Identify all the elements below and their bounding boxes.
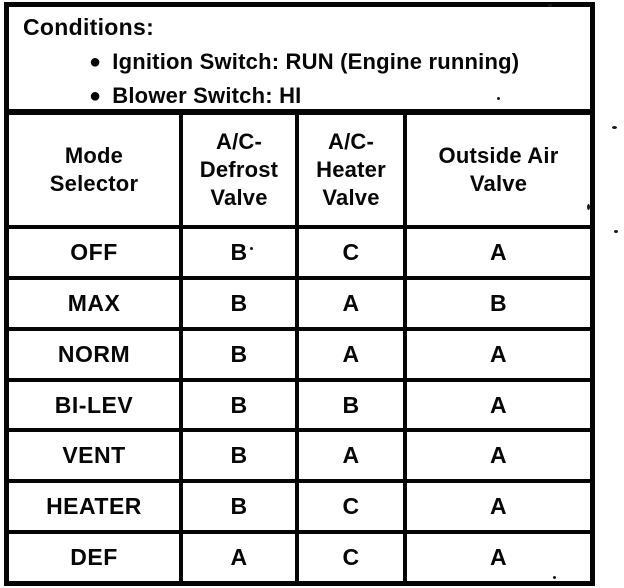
header-line: A/C-: [215, 129, 262, 154]
header-line: Valve: [210, 185, 268, 210]
header-line: Heater: [316, 157, 386, 182]
cell-mode: MAX: [67, 289, 121, 316]
conditions-box: Conditions: ● Ignition Switch: RUN (Engi…: [9, 7, 590, 115]
header-line: Valve: [469, 171, 528, 196]
cell-value: A: [295, 279, 403, 327]
conditions-list: ● Ignition Switch: RUN (Engine running) …: [23, 45, 580, 113]
header-line: Mode: [64, 143, 124, 168]
cell-mode: OFF: [70, 238, 118, 265]
cell-value: C: [295, 534, 403, 582]
cell-mode: HEATER: [46, 493, 142, 520]
header-cell-ac-defrost-valve: A/C- Defrost Valve: [179, 115, 295, 225]
table-row-heater: HEATER B C A: [9, 479, 590, 531]
condition-item-label: Ignition Switch: RUN (Engine running): [112, 49, 520, 74]
table-row-bi-lev: BI-LEV B B A: [9, 377, 590, 429]
header-cell-ac-heater-valve: A/C- Heater Valve: [295, 115, 403, 225]
header-line: A/C-: [327, 129, 374, 154]
cell-value: A: [403, 229, 590, 276]
table-row-def: DEF A C A: [9, 530, 590, 582]
cell-value: A: [403, 483, 590, 531]
header-line: Selector: [49, 171, 139, 196]
condition-item-blower: ● Blower Switch: HI: [89, 79, 580, 113]
cell-value: B: [179, 483, 295, 531]
condition-item-label: Blower Switch: HI: [112, 83, 302, 108]
cell-value: A: [295, 330, 403, 378]
cell-mode: VENT: [62, 442, 126, 469]
header-cell-mode-selector: Mode Selector: [9, 115, 179, 225]
scan-speck: [497, 97, 500, 100]
cell-value: A: [403, 381, 590, 429]
scan-speck: [548, 4, 552, 7]
cell-value: A: [403, 432, 590, 480]
cell-value: A: [179, 534, 295, 582]
cell-value: C: [295, 229, 403, 276]
scan-speck: [587, 204, 590, 210]
table-row-norm: NORM B A A: [9, 326, 590, 378]
cell-mode: BI-LEV: [54, 391, 134, 418]
scan-speck: [612, 126, 617, 129]
table-body: OFF B C A MAX B A B NORM B A A BI-LEV B …: [9, 229, 590, 582]
conditions-title: Conditions:: [23, 14, 155, 40]
cell-value: A: [295, 432, 403, 480]
cell-value: B: [295, 381, 403, 429]
cell-value: B: [179, 279, 295, 327]
scan-speck: [614, 230, 618, 233]
bullet-icon: ●: [89, 51, 102, 73]
cell-value: C: [295, 483, 403, 531]
scan-speck: [553, 576, 556, 579]
vacuum-valve-chart: Conditions: ● Ignition Switch: RUN (Engi…: [4, 2, 595, 586]
cell-value: B: [179, 381, 295, 429]
bullet-icon: ●: [89, 85, 102, 107]
table-row-off: OFF B C A: [9, 229, 590, 276]
cell-value: B: [179, 432, 295, 480]
header-line: Outside Air: [438, 143, 559, 168]
cell-value: B: [403, 279, 590, 327]
cell-value: B: [179, 229, 295, 276]
header-line: Valve: [322, 185, 380, 210]
header-cell-outside-air-valve: Outside Air Valve: [403, 115, 590, 225]
header-line: Defrost: [199, 157, 279, 182]
cell-value: A: [403, 330, 590, 378]
condition-item-ignition: ● Ignition Switch: RUN (Engine running): [89, 45, 580, 79]
cell-value: A: [403, 534, 590, 582]
table-header-row: Mode Selector A/C- Defrost Valve A/C- He…: [9, 115, 590, 229]
cell-value: B: [179, 330, 295, 378]
cell-mode: NORM: [57, 340, 131, 367]
table-row-vent: VENT B A A: [9, 428, 590, 480]
scan-speck: [250, 247, 253, 250]
cell-mode: DEF: [70, 544, 118, 571]
table-row-max: MAX B A B: [9, 275, 590, 327]
